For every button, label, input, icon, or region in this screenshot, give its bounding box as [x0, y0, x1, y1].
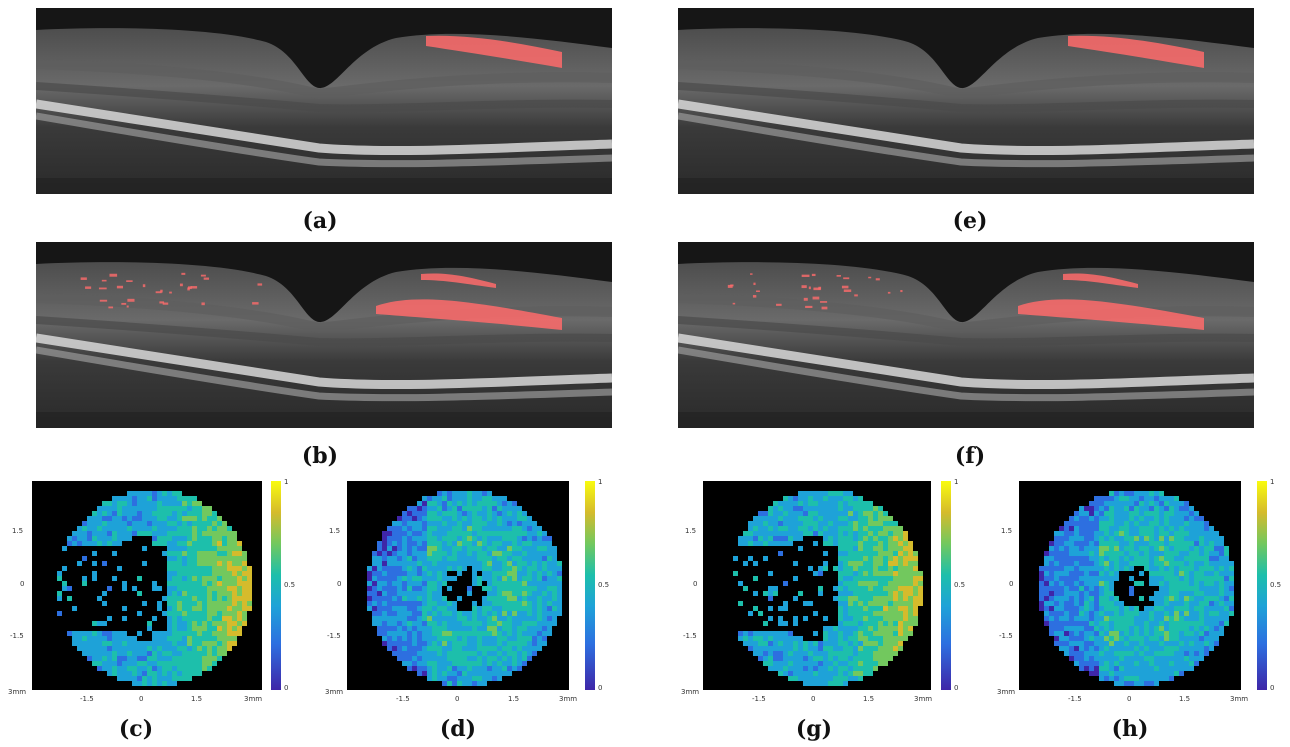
x-tick-left: 3mm	[325, 688, 344, 696]
y-tick-neg15: -1.5	[327, 632, 341, 640]
y-tick-15: 1.5	[12, 527, 24, 535]
panel-label-b: (b)	[301, 443, 339, 469]
x-tick-0: 0	[455, 695, 460, 703]
x-tick-neg15: -1.5	[1068, 695, 1082, 703]
oct-image-b	[36, 242, 612, 428]
oct-scan-f	[678, 242, 1254, 428]
cbar-tick-0: 0	[598, 684, 603, 692]
x-tick-15: 1.5	[863, 695, 875, 703]
y-tick-neg15: -1.5	[10, 632, 24, 640]
oct-image-e	[678, 8, 1254, 194]
x-tick-right: 3mm	[914, 695, 933, 703]
y-tick-0: 0	[20, 580, 25, 588]
y-tick-15: 1.5	[685, 527, 697, 535]
x-tick-neg15: -1.5	[396, 695, 410, 703]
cbar-tick-05: 0.5	[1270, 581, 1282, 589]
cbar-tick-1: 1	[598, 478, 603, 486]
x-tick-left: 3mm	[681, 688, 700, 696]
cbar-tick-05: 0.5	[598, 581, 610, 589]
cbar-tick-0: 0	[284, 684, 289, 692]
x-tick-15: 1.5	[1179, 695, 1191, 703]
x-tick-left: 3mm	[997, 688, 1016, 696]
oct-scan-e	[678, 8, 1254, 194]
x-tick-right: 3mm	[559, 695, 578, 703]
y-tick-0: 0	[693, 580, 698, 588]
panel-label-c: (c)	[118, 716, 154, 742]
heatmap-h	[1019, 481, 1241, 690]
colorbar-h	[1257, 481, 1267, 690]
y-tick-15: 1.5	[1001, 527, 1013, 535]
colorbar-c	[271, 481, 281, 690]
x-tick-neg15: -1.5	[80, 695, 94, 703]
oct-image-f	[678, 242, 1254, 428]
panel-label-a: (a)	[302, 208, 338, 234]
cbar-tick-1: 1	[1270, 478, 1275, 486]
heatmap-c	[32, 481, 262, 690]
x-tick-right: 3mm	[244, 695, 263, 703]
y-tick-0: 0	[337, 580, 342, 588]
cbar-tick-05: 0.5	[954, 581, 966, 589]
x-tick-15: 1.5	[508, 695, 520, 703]
cbar-tick-1: 1	[284, 478, 289, 486]
panel-label-e: (e)	[952, 208, 988, 234]
panel-label-d: (d)	[439, 716, 477, 742]
x-tick-0: 0	[811, 695, 816, 703]
x-tick-15: 1.5	[191, 695, 203, 703]
oct-image-a	[36, 8, 612, 194]
colorbar-g	[941, 481, 951, 690]
x-tick-0: 0	[139, 695, 144, 703]
y-tick-15: 1.5	[329, 527, 341, 535]
x-tick-0: 0	[1127, 695, 1132, 703]
y-tick-neg15: -1.5	[683, 632, 697, 640]
colorbar-d	[585, 481, 595, 690]
y-tick-neg15: -1.5	[999, 632, 1013, 640]
heatmap-d	[347, 481, 569, 690]
panel-label-h: (h)	[1111, 716, 1149, 742]
x-tick-neg15: -1.5	[752, 695, 766, 703]
oct-scan-a	[36, 8, 612, 194]
x-tick-right: 3mm	[1230, 695, 1249, 703]
cbar-tick-1: 1	[954, 478, 959, 486]
y-tick-0: 0	[1009, 580, 1014, 588]
heatmap-g	[703, 481, 931, 690]
cbar-tick-0: 0	[1270, 684, 1275, 692]
cbar-tick-05: 0.5	[284, 581, 296, 589]
x-tick-left: 3mm	[8, 688, 27, 696]
panel-label-f: (f)	[954, 443, 986, 469]
panel-label-g: (g)	[795, 716, 833, 742]
cbar-tick-0: 0	[954, 684, 959, 692]
oct-scan-b	[36, 242, 612, 428]
